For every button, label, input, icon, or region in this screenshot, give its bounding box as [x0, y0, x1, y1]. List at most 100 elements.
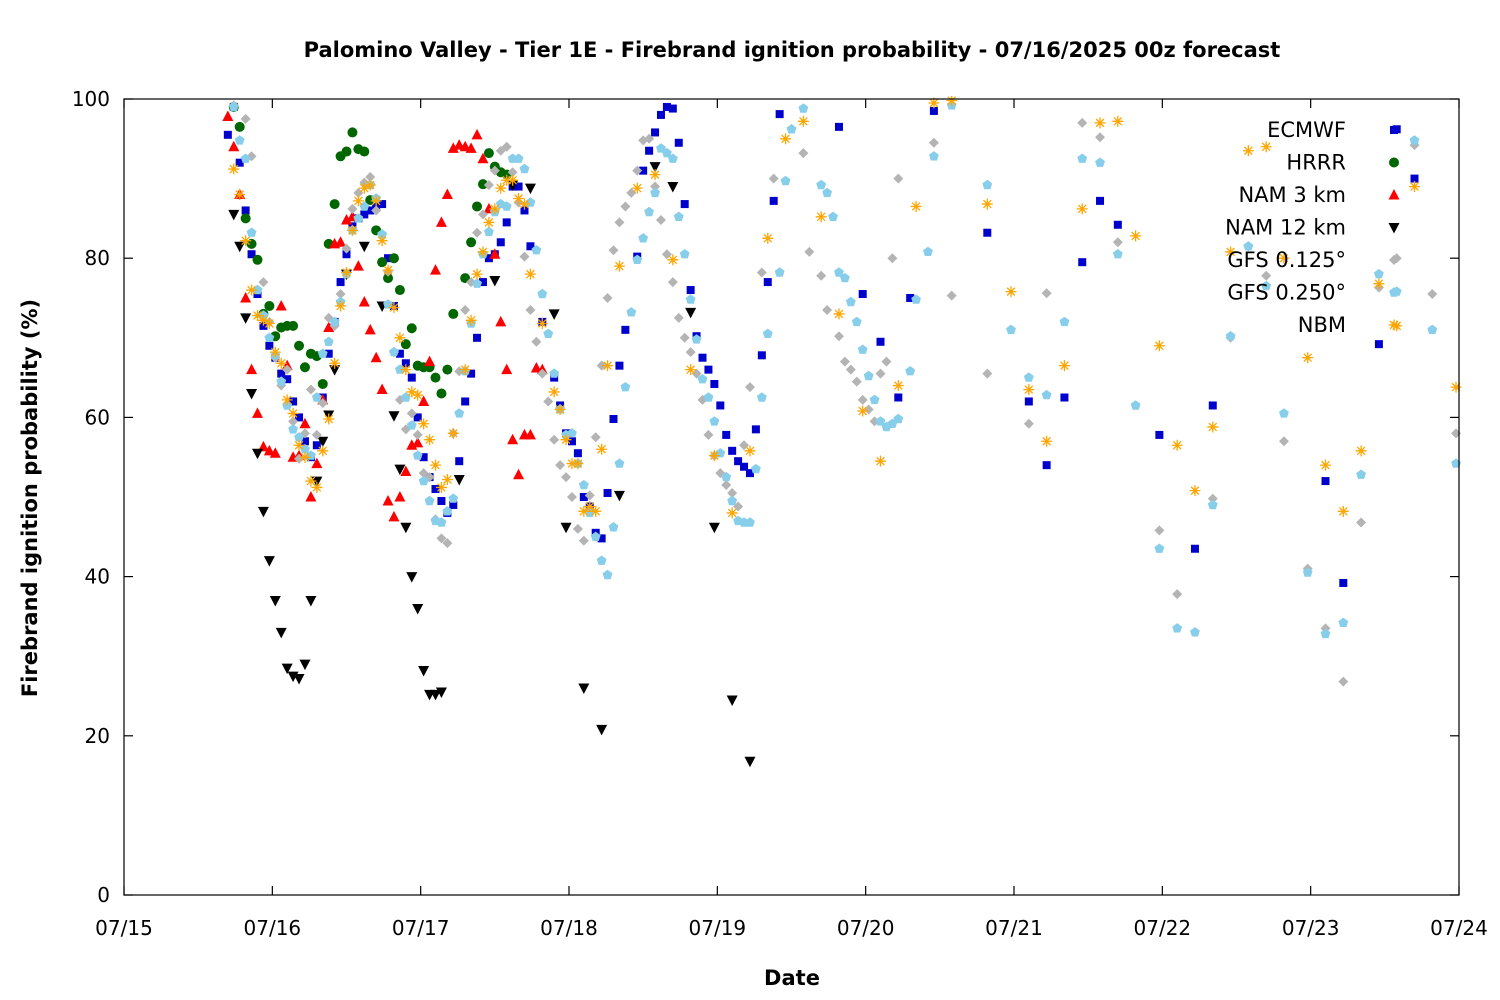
data-point-gfs-0-125	[442, 538, 453, 549]
data-point-gfs-0-125	[679, 332, 690, 343]
data-point-ecmwf	[579, 493, 588, 501]
data-point-ecmwf	[740, 462, 749, 471]
data-point-nam-3-km	[382, 494, 394, 506]
data-point-gfs-0-250	[822, 187, 832, 198]
data-point-gfs-0-250	[412, 450, 423, 460]
data-point-nbm	[554, 403, 566, 415]
data-point-nbm	[726, 507, 738, 519]
data-point-nbm	[833, 308, 845, 320]
data-point-gfs-0-250	[1112, 249, 1123, 259]
data-point-gfs-0-125	[1261, 270, 1272, 281]
data-point-gfs-0-125	[596, 360, 607, 371]
data-point-nbm	[596, 443, 608, 455]
data-point-nam-12-km	[263, 556, 275, 567]
data-point-nbm	[578, 505, 590, 517]
data-point-hrrr	[394, 285, 405, 296]
data-point-nbm	[1302, 352, 1314, 364]
data-point-gfs-0-250	[1207, 499, 1218, 510]
data-point-gfs-0-125	[258, 277, 269, 288]
data-point-ecmwf	[1113, 220, 1122, 229]
data-point-nbm	[1171, 439, 1183, 451]
data-point-nam-12-km	[257, 506, 269, 518]
data-point-nbm	[430, 459, 441, 471]
data-point-gfs-0-125	[501, 141, 512, 152]
data-point-ecmwf	[312, 441, 321, 450]
data-point-gfs-0-125	[650, 181, 661, 192]
data-point-nbm	[299, 451, 311, 463]
data-point-gfs-0-250	[774, 267, 785, 277]
data-point-gfs-0-250	[828, 211, 838, 221]
data-point-nbm	[1207, 421, 1219, 433]
data-point-nam-12-km	[435, 687, 447, 699]
data-point-nam-12-km	[649, 162, 661, 173]
data-point-gfs-0-125	[578, 535, 589, 546]
data-point-nbm	[388, 302, 400, 314]
data-point-gfs-0-125	[1041, 288, 1052, 299]
data-point-ecmwf	[686, 286, 695, 295]
data-point-ecmwf	[526, 242, 535, 251]
data-point-nam-3-km	[424, 355, 436, 367]
data-point-gfs-0-250	[406, 420, 417, 430]
data-point-nam-3-km	[370, 351, 382, 363]
data-point-ecmwf	[473, 333, 482, 342]
data-point-ecmwf	[235, 158, 244, 167]
data-point-nam-12-km	[228, 209, 240, 221]
data-point-nam-3-km	[465, 142, 477, 153]
data-point-ecmwf	[597, 534, 606, 543]
data-point-nbm	[507, 174, 519, 186]
data-point-gfs-0-250	[276, 376, 287, 386]
data-point-nam-3-km	[228, 140, 240, 152]
plot-frame	[123, 98, 1460, 896]
data-point-hrrr	[477, 179, 488, 190]
data-point-ecmwf	[645, 146, 654, 155]
data-point-nbm	[400, 364, 412, 376]
data-point-ecmwf	[342, 250, 351, 259]
data-point-gfs-0-250	[721, 471, 732, 482]
data-point-gfs-0-250	[1427, 324, 1438, 334]
data-point-hrrr	[406, 323, 417, 334]
data-point-ecmwf	[983, 228, 992, 237]
data-point-gfs-0-125	[584, 490, 595, 501]
data-point-gfs-0-125	[756, 267, 767, 278]
data-point-hrrr	[240, 213, 251, 224]
data-point-gfs-0-250	[1190, 627, 1200, 637]
data-point-nam-3-km	[275, 299, 287, 311]
data-point-ecmwf	[757, 351, 766, 360]
data-point-gfs-0-250	[662, 147, 672, 158]
data-point-gfs-0-250	[501, 201, 512, 211]
data-point-gfs-0-250	[1059, 316, 1070, 327]
data-point-nam-12-km	[240, 313, 252, 324]
data-point-gfs-0-250	[1225, 331, 1236, 341]
data-point-hrrr	[234, 121, 245, 132]
data-point-nbm	[471, 268, 483, 280]
data-point-gfs-0-250	[905, 366, 916, 376]
data-point-ecmwf	[300, 437, 309, 446]
data-point-gfs-0-125	[691, 368, 702, 379]
x-tick-label: 07/21	[985, 916, 1043, 940]
data-point-hrrr	[383, 273, 394, 284]
data-point-nbm	[1450, 381, 1462, 393]
y-tick-label: 0	[97, 883, 110, 907]
data-point-ecmwf	[277, 369, 286, 378]
data-point-nam-12-km	[560, 522, 572, 534]
data-point-hrrr	[430, 372, 441, 383]
data-point-nbm	[495, 182, 507, 194]
data-point-nbm	[602, 360, 614, 372]
data-point-ecmwf	[324, 349, 333, 358]
data-point-gfs-0-250	[531, 245, 542, 255]
data-point-gfs-0-125	[685, 347, 696, 358]
data-point-nbm	[477, 246, 489, 258]
data-point-gfs-0-125	[1172, 589, 1183, 600]
x-tick-label: 07/24	[1430, 916, 1488, 940]
data-point-gfs-0-250	[240, 153, 251, 163]
data-point-nbm	[1023, 384, 1035, 396]
data-point-gfs-0-125	[804, 246, 815, 257]
data-point-hrrr	[377, 257, 388, 268]
legend-marker-ecmwf	[1390, 126, 1398, 134]
data-point-nam-3-km	[435, 216, 447, 227]
data-point-nbm	[376, 235, 388, 247]
series-nbm	[228, 96, 1462, 519]
data-point-nam-3-km	[507, 433, 519, 445]
data-point-gfs-0-250	[875, 416, 886, 426]
